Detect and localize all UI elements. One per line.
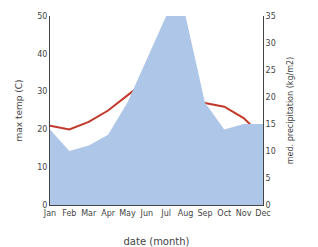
svg-text:10: 10 [266, 147, 276, 156]
svg-text:0: 0 [266, 201, 271, 210]
svg-text:Mar: Mar [81, 209, 97, 218]
svg-text:30: 30 [266, 39, 276, 48]
svg-text:20: 20 [37, 125, 47, 134]
svg-text:25: 25 [266, 66, 276, 75]
svg-text:Apr: Apr [101, 209, 116, 218]
svg-text:35: 35 [266, 12, 276, 21]
svg-text:med. precipitation (kg/m2): med. precipitation (kg/m2) [286, 57, 295, 164]
svg-text:Jul: Jul [160, 209, 171, 218]
svg-text:20: 20 [266, 93, 276, 102]
svg-text:50: 50 [37, 12, 47, 21]
svg-text:5: 5 [266, 174, 271, 183]
svg-text:max temp (C): max temp (C) [14, 79, 24, 141]
svg-text:10: 10 [37, 163, 47, 172]
svg-text:Feb: Feb [62, 209, 76, 218]
svg-text:30: 30 [37, 87, 47, 96]
svg-text:15: 15 [266, 120, 276, 129]
svg-text:Dec: Dec [255, 209, 270, 218]
svg-text:40: 40 [37, 50, 47, 59]
svg-text:Jan: Jan [43, 209, 56, 218]
svg-text:date (month): date (month) [124, 236, 190, 247]
svg-text:Jun: Jun [140, 209, 154, 218]
svg-text:Oct: Oct [217, 209, 231, 218]
svg-text:Nov: Nov [236, 209, 252, 218]
svg-text:0: 0 [42, 201, 47, 210]
svg-text:Sep: Sep [197, 209, 212, 218]
svg-text:Aug: Aug [178, 209, 194, 218]
svg-text:May: May [119, 209, 136, 218]
